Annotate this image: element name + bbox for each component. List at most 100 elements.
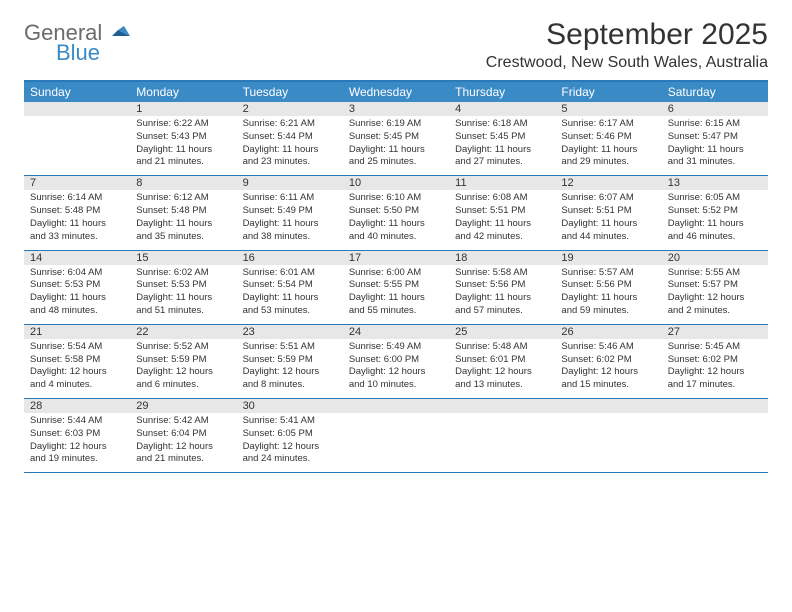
date-number: 3 [343, 102, 449, 116]
sunrise-text: Sunrise: 6:21 AM [243, 118, 337, 131]
date-number: 8 [130, 176, 236, 190]
daylight-text: Daylight: 11 hours and 53 minutes. [243, 292, 337, 318]
daylight-text: Daylight: 12 hours and 10 minutes. [349, 366, 443, 392]
date-number: 24 [343, 325, 449, 339]
week-content-row: Sunrise: 5:44 AMSunset: 6:03 PMDaylight:… [24, 413, 768, 473]
daylight-text: Daylight: 11 hours and 33 minutes. [30, 218, 124, 244]
sunrise-text: Sunrise: 5:49 AM [349, 341, 443, 354]
week-content-row: Sunrise: 6:22 AMSunset: 5:43 PMDaylight:… [24, 116, 768, 176]
sunrise-text: Sunrise: 6:02 AM [136, 267, 230, 280]
sunrise-text: Sunrise: 6:17 AM [561, 118, 655, 131]
date-number: 5 [555, 102, 661, 116]
sunset-text: Sunset: 5:52 PM [668, 205, 762, 218]
sunset-text: Sunset: 6:01 PM [455, 354, 549, 367]
date-number: 15 [130, 251, 236, 265]
daylight-text: Daylight: 11 hours and 38 minutes. [243, 218, 337, 244]
date-number-row: 123456 [24, 102, 768, 116]
sunrise-text: Sunrise: 5:52 AM [136, 341, 230, 354]
daylight-text: Daylight: 11 hours and 31 minutes. [668, 144, 762, 170]
date-number: 19 [555, 251, 661, 265]
daylight-text: Daylight: 11 hours and 46 minutes. [668, 218, 762, 244]
sunrise-text: Sunrise: 5:44 AM [30, 415, 124, 428]
day-cell: Sunrise: 6:21 AMSunset: 5:44 PMDaylight:… [237, 116, 343, 176]
location: Crestwood, New South Wales, Australia [486, 54, 768, 72]
date-number: 16 [237, 251, 343, 265]
date-number [555, 399, 661, 413]
sunset-text: Sunset: 5:53 PM [30, 279, 124, 292]
date-number: 12 [555, 176, 661, 190]
sunrise-text: Sunrise: 5:41 AM [243, 415, 337, 428]
sunrise-text: Sunrise: 6:01 AM [243, 267, 337, 280]
date-number-row: 78910111213 [24, 176, 768, 190]
daylight-text: Daylight: 12 hours and 4 minutes. [30, 366, 124, 392]
day-header: Monday [130, 82, 236, 102]
sunset-text: Sunset: 5:56 PM [561, 279, 655, 292]
date-number [24, 102, 130, 116]
sunrise-text: Sunrise: 6:14 AM [30, 192, 124, 205]
sunset-text: Sunset: 6:03 PM [30, 428, 124, 441]
sunset-text: Sunset: 5:49 PM [243, 205, 337, 218]
date-number: 28 [24, 399, 130, 413]
date-number-row: 282930 [24, 399, 768, 413]
daylight-text: Daylight: 11 hours and 25 minutes. [349, 144, 443, 170]
logo: General Blue [24, 18, 136, 64]
day-cell: Sunrise: 6:11 AMSunset: 5:49 PMDaylight:… [237, 190, 343, 250]
date-number: 2 [237, 102, 343, 116]
day-cell [555, 413, 661, 473]
day-cell: Sunrise: 5:57 AMSunset: 5:56 PMDaylight:… [555, 265, 661, 325]
logo-text: General Blue [24, 22, 136, 64]
sunrise-text: Sunrise: 5:51 AM [243, 341, 337, 354]
date-number-row: 21222324252627 [24, 325, 768, 339]
date-number: 10 [343, 176, 449, 190]
sunrise-text: Sunrise: 6:05 AM [668, 192, 762, 205]
header: General Blue September 2025 Crestwood, N… [24, 18, 768, 72]
daylight-text: Daylight: 12 hours and 13 minutes. [455, 366, 549, 392]
sunrise-text: Sunrise: 6:18 AM [455, 118, 549, 131]
daylight-text: Daylight: 12 hours and 2 minutes. [668, 292, 762, 318]
sunrise-text: Sunrise: 5:54 AM [30, 341, 124, 354]
sunset-text: Sunset: 5:53 PM [136, 279, 230, 292]
daylight-text: Daylight: 11 hours and 44 minutes. [561, 218, 655, 244]
sunset-text: Sunset: 5:54 PM [243, 279, 337, 292]
day-cell: Sunrise: 5:44 AMSunset: 6:03 PMDaylight:… [24, 413, 130, 473]
date-number: 30 [237, 399, 343, 413]
daylight-text: Daylight: 11 hours and 23 minutes. [243, 144, 337, 170]
daylight-text: Daylight: 11 hours and 51 minutes. [136, 292, 230, 318]
daylight-text: Daylight: 11 hours and 35 minutes. [136, 218, 230, 244]
day-cell: Sunrise: 5:42 AMSunset: 6:04 PMDaylight:… [130, 413, 236, 473]
day-cell: Sunrise: 6:08 AMSunset: 5:51 PMDaylight:… [449, 190, 555, 250]
sunrise-text: Sunrise: 6:11 AM [243, 192, 337, 205]
date-number: 18 [449, 251, 555, 265]
sunset-text: Sunset: 5:48 PM [136, 205, 230, 218]
day-cell: Sunrise: 5:54 AMSunset: 5:58 PMDaylight:… [24, 339, 130, 399]
sunset-text: Sunset: 5:57 PM [668, 279, 762, 292]
day-cell: Sunrise: 6:17 AMSunset: 5:46 PMDaylight:… [555, 116, 661, 176]
date-number: 11 [449, 176, 555, 190]
date-number: 14 [24, 251, 130, 265]
day-cell [662, 413, 768, 473]
date-number: 26 [555, 325, 661, 339]
sunrise-text: Sunrise: 6:15 AM [668, 118, 762, 131]
day-header-row: Sunday Monday Tuesday Wednesday Thursday… [24, 82, 768, 102]
sunrise-text: Sunrise: 6:08 AM [455, 192, 549, 205]
day-cell: Sunrise: 6:04 AMSunset: 5:53 PMDaylight:… [24, 265, 130, 325]
day-cell: Sunrise: 6:12 AMSunset: 5:48 PMDaylight:… [130, 190, 236, 250]
title-block: September 2025 Crestwood, New South Wale… [486, 18, 768, 72]
day-header: Thursday [449, 82, 555, 102]
sunset-text: Sunset: 5:43 PM [136, 131, 230, 144]
sunrise-text: Sunrise: 6:19 AM [349, 118, 443, 131]
day-cell: Sunrise: 5:49 AMSunset: 6:00 PMDaylight:… [343, 339, 449, 399]
day-cell: Sunrise: 6:01 AMSunset: 5:54 PMDaylight:… [237, 265, 343, 325]
day-cell: Sunrise: 5:48 AMSunset: 6:01 PMDaylight:… [449, 339, 555, 399]
date-number: 29 [130, 399, 236, 413]
day-cell: Sunrise: 6:19 AMSunset: 5:45 PMDaylight:… [343, 116, 449, 176]
daylight-text: Daylight: 11 hours and 21 minutes. [136, 144, 230, 170]
sunset-text: Sunset: 6:00 PM [349, 354, 443, 367]
sunrise-text: Sunrise: 5:58 AM [455, 267, 549, 280]
sunset-text: Sunset: 6:04 PM [136, 428, 230, 441]
flag-icon [112, 22, 136, 44]
sunrise-text: Sunrise: 6:10 AM [349, 192, 443, 205]
day-cell [24, 116, 130, 176]
date-number-row: 14151617181920 [24, 251, 768, 265]
daylight-text: Daylight: 11 hours and 27 minutes. [455, 144, 549, 170]
